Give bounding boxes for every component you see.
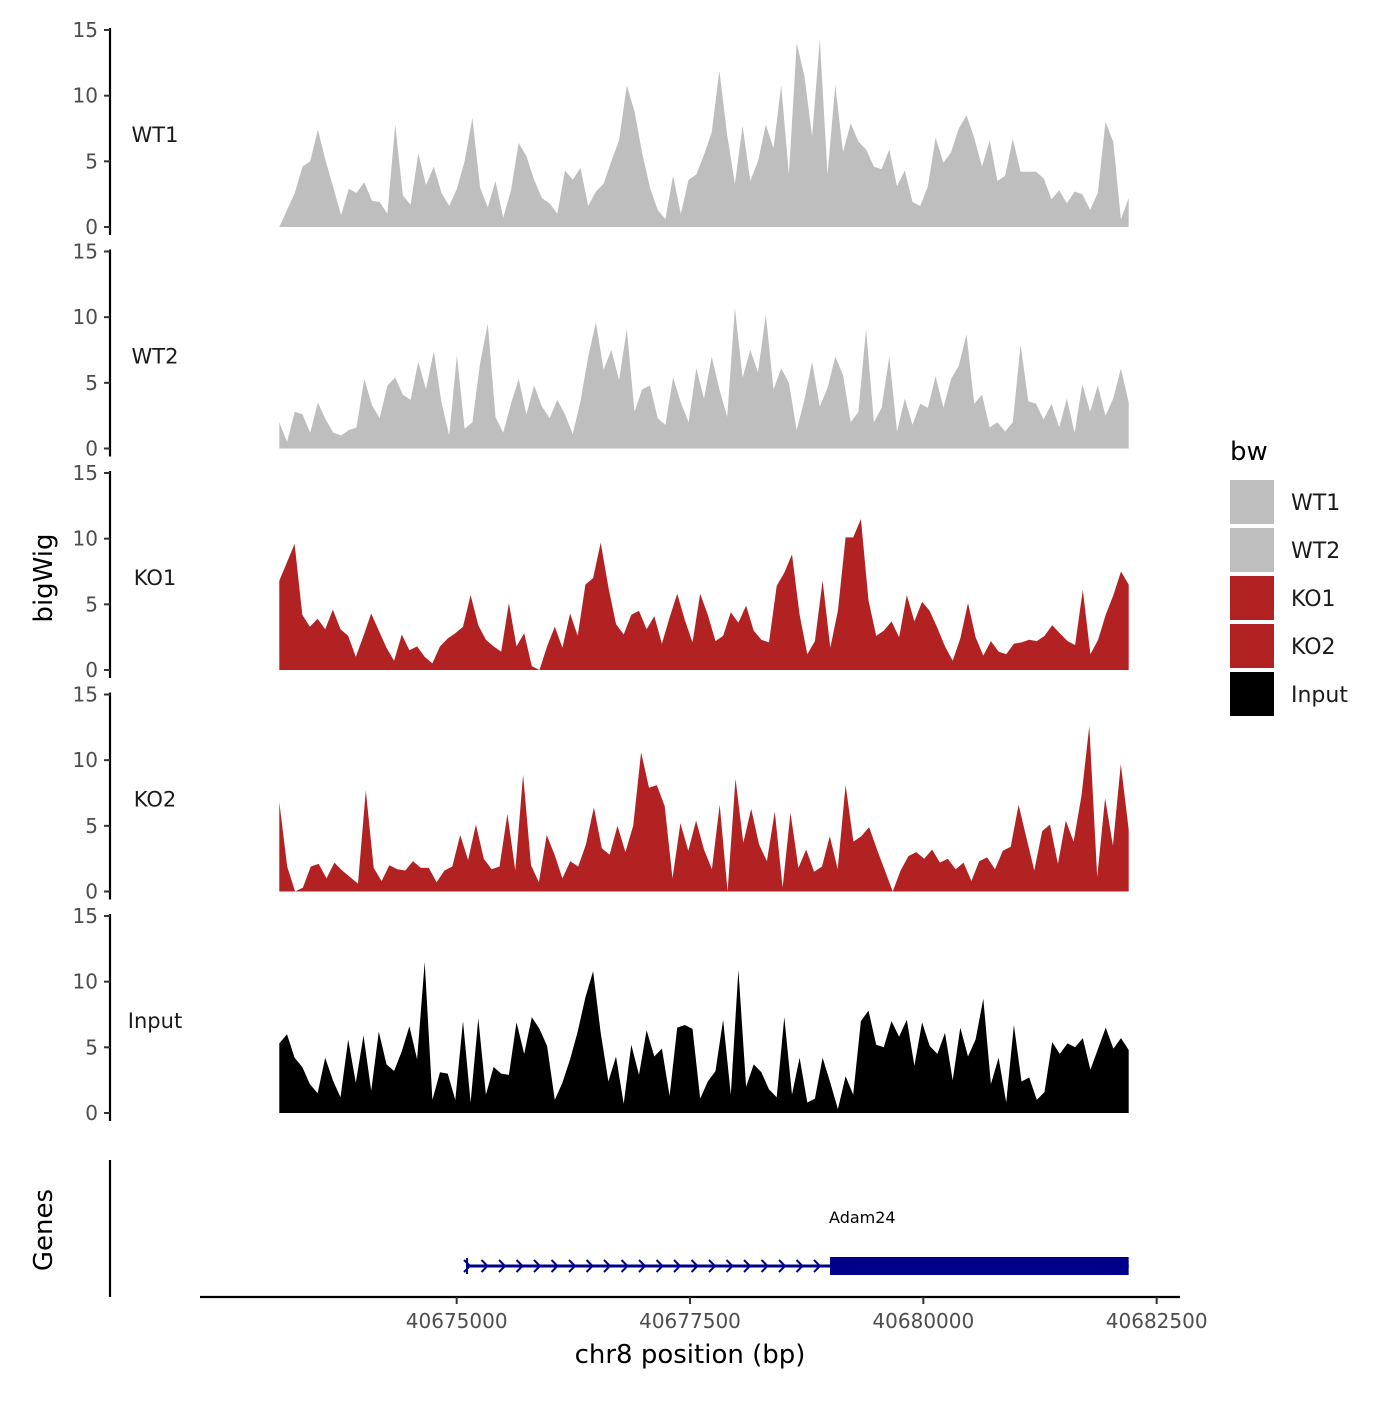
legend: bw WT1 WT2 KO1 KO2 Input — [1230, 437, 1348, 716]
strand-arrow-icon — [620, 1259, 629, 1273]
legend-key-KO2 — [1230, 624, 1274, 668]
track-KO2: 0 5 10 15 KO2 — [73, 683, 1129, 904]
track-label-WT2: WT2 — [132, 345, 179, 369]
strand-arrow-icon — [813, 1259, 822, 1273]
y-tick-label: 5 — [85, 149, 98, 173]
legend-label-KO2: KO2 — [1291, 635, 1336, 660]
y-tick-label: 0 — [85, 1101, 98, 1125]
y-tick-label: 5 — [85, 371, 98, 395]
x-tick-label: 40677500 — [639, 1309, 741, 1333]
legend-label-KO1: KO1 — [1291, 587, 1336, 612]
strand-arrow-icon — [480, 1259, 489, 1273]
genes-axis-title: Genes — [29, 1189, 59, 1271]
y-tick-label: 0 — [85, 658, 98, 682]
y-tick-label: 10 — [73, 970, 98, 994]
track-Input: 0 5 10 15 Input — [73, 904, 1129, 1125]
y-tick-label: 10 — [73, 84, 98, 108]
area-KO2 — [279, 726, 1129, 892]
tracks-layer: 0 5 10 15 WT1 0 5 10 15 WT2 0 5 10 15 KO1 0 5 10 15 KO2 0 5 10… — [73, 18, 1129, 1125]
x-tick-label: 40680000 — [872, 1309, 974, 1333]
strand-arrow-icon — [725, 1259, 734, 1273]
y-axis-title: bigWig — [29, 533, 59, 622]
y-tick-label: 15 — [73, 240, 98, 264]
y-tick-label: 5 — [85, 592, 98, 616]
strand-arrow-icon — [743, 1259, 752, 1273]
legend-key-KO1 — [1230, 576, 1274, 620]
legend-label-WT1: WT1 — [1291, 491, 1340, 516]
strand-arrow-icon — [533, 1259, 542, 1273]
y-tick-label: 5 — [85, 1035, 98, 1059]
legend-title: bw — [1230, 437, 1268, 467]
area-WT2 — [279, 308, 1129, 449]
track-label-Input: Input — [128, 1009, 182, 1033]
track-WT2: 0 5 10 15 WT2 — [73, 240, 1129, 461]
x-axis: 40675000 40677500 40680000 40682500 — [200, 1295, 1208, 1333]
strand-arrow-icon — [690, 1259, 699, 1273]
genes-layer: Adam24 — [108, 1160, 1129, 1297]
strand-arrow-icon — [638, 1259, 647, 1273]
strand-arrow-icon — [568, 1259, 577, 1273]
strand-arrow-icon — [498, 1259, 507, 1273]
legend-key-WT1 — [1230, 480, 1274, 524]
strand-arrow-icon — [550, 1259, 559, 1273]
gene-exon — [830, 1257, 1129, 1275]
x-tick-label: 40682500 — [1106, 1309, 1208, 1333]
track-label-KO2: KO2 — [134, 788, 177, 812]
y-tick-label: 10 — [73, 527, 98, 551]
y-tick-label: 15 — [73, 461, 98, 485]
y-tick-label: 15 — [73, 904, 98, 928]
y-tick-label: 10 — [73, 748, 98, 772]
strand-arrow-icon — [673, 1259, 682, 1273]
strand-arrow-icon — [708, 1259, 717, 1273]
strand-arrow-icon — [795, 1259, 804, 1273]
area-WT1 — [279, 39, 1129, 228]
x-axis-title: chr8 position (bp) — [575, 1340, 806, 1370]
y-tick-label: 0 — [85, 437, 98, 461]
strand-arrow-icon — [603, 1259, 612, 1273]
legend-label-WT2: WT2 — [1291, 539, 1340, 564]
y-tick-label: 15 — [73, 18, 98, 42]
legend-key-Input — [1230, 672, 1274, 716]
y-tick-label: 0 — [85, 880, 98, 904]
gene-Adam24: Adam24 — [463, 1208, 1129, 1275]
track-KO1: 0 5 10 15 KO1 — [73, 461, 1129, 682]
y-tick-label: 0 — [85, 215, 98, 239]
strand-arrow-icon — [655, 1259, 664, 1273]
track-WT1: 0 5 10 15 WT1 — [73, 18, 1129, 239]
y-tick-label: 5 — [85, 814, 98, 838]
legend-key-WT2 — [1230, 528, 1274, 572]
track-label-KO1: KO1 — [134, 566, 177, 590]
y-tick-label: 10 — [73, 305, 98, 329]
gene-label: Adam24 — [829, 1208, 896, 1227]
track-label-WT1: WT1 — [132, 123, 179, 147]
area-KO1 — [279, 519, 1129, 670]
strand-arrow-icon — [585, 1259, 594, 1273]
area-Input — [279, 962, 1129, 1113]
strand-arrow-icon — [778, 1259, 787, 1273]
strand-arrow-icon — [760, 1259, 769, 1273]
legend-label-Input: Input — [1291, 683, 1348, 708]
y-tick-label: 15 — [73, 683, 98, 707]
x-tick-label: 40675000 — [406, 1309, 508, 1333]
strand-arrow-icon — [515, 1259, 524, 1273]
